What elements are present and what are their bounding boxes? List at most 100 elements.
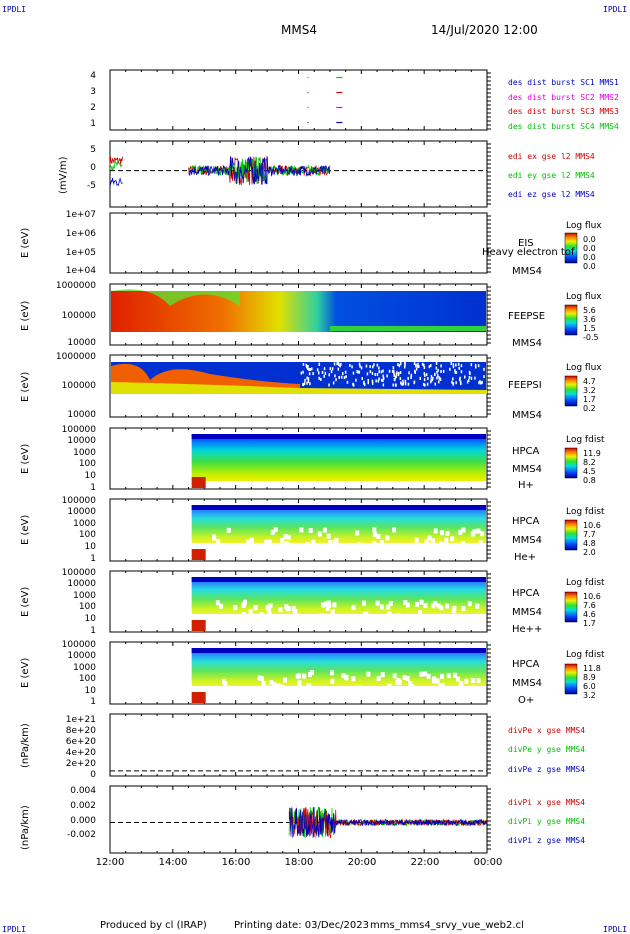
hpca-h-cb-v1: 8.2	[583, 458, 596, 467]
hpca_he-gap-68	[427, 543, 432, 549]
feepsi-gap-89	[382, 369, 384, 373]
hpca-hepp-colorbar-title: Log fdist	[566, 578, 605, 588]
hpca-hepp-ytick-1: 1	[90, 626, 96, 636]
hpca_hepp-gap-24	[387, 611, 392, 617]
feepsi-gap-82	[424, 383, 426, 387]
hpca_he-gap-42	[286, 534, 291, 540]
feepsi-gap-17	[452, 363, 455, 367]
hpca_hepp-gap-30	[386, 604, 391, 610]
feepsi-gap-218	[337, 367, 340, 371]
feepsi-gap-97	[415, 367, 418, 371]
feepsi-gap-149	[483, 367, 485, 371]
hpca_he-gap-66	[332, 539, 337, 545]
hpca_he-gap-49	[445, 530, 450, 536]
feepsi-gap-131	[435, 366, 438, 370]
hpca_h-spectrogram	[191, 434, 486, 481]
feepsi-gap-156	[397, 363, 399, 367]
hpca-hepp-ylabel: E (eV)	[20, 586, 31, 617]
feepsi-gap-168	[399, 371, 402, 374]
hpca_o-gap-34	[300, 688, 305, 694]
burst-ytick-2: 2	[90, 103, 96, 113]
hpca_he-gap-1	[450, 536, 455, 542]
hpca_o-gap-46	[276, 683, 281, 689]
hpca_hepp-gap-10	[375, 600, 380, 606]
hpca_o-gap-79	[453, 672, 458, 678]
hpca_he-gap-9	[325, 544, 330, 550]
feepsi-gap-196	[371, 379, 374, 383]
feepsi-gap-174	[318, 363, 321, 366]
hpca_hepp-gap-35	[403, 600, 408, 606]
hpca_he-gap-2	[280, 537, 285, 543]
feepsi-gap-51	[363, 383, 366, 387]
hpca_hepp-gap-27	[477, 616, 482, 621]
feepsi-gap-35	[311, 367, 313, 371]
hpca-h-cb-v2: 4.5	[583, 467, 596, 476]
feepsi-gap-160	[468, 379, 470, 382]
feepsi-gap-66	[369, 370, 372, 374]
feepsi-gap-31	[474, 363, 477, 367]
hpca_hepp-gap-52	[405, 602, 410, 608]
hpca_hepp-gap-75	[262, 614, 267, 620]
feepsi-gap-96	[306, 381, 308, 385]
hpca_he-gap-46	[291, 546, 296, 552]
feepse-label-instrument: FEEPSE	[508, 311, 546, 322]
hpca_o-gap-19	[471, 685, 476, 691]
feepsi-gap-36	[330, 370, 333, 374]
feepsi-gap-157	[388, 369, 391, 373]
hpca-h-ytick-1e5: 100000	[61, 425, 96, 435]
hpca_he-gap-63	[308, 528, 313, 533]
feepse-cb-v2: 1.5	[583, 324, 596, 333]
eis-colorbar-title: Log flux	[566, 221, 602, 231]
feepsi-gap-47	[375, 379, 377, 383]
hpca_hepp-gap-16	[420, 618, 425, 624]
hpca-h-colorbar-title: Log fdist	[566, 435, 605, 445]
feepsi-gap-55	[399, 362, 402, 366]
feepsi-gap-9	[470, 363, 473, 367]
burst-ytick-3: 3	[90, 87, 96, 97]
hpca_he-gap-57	[326, 533, 331, 539]
hpca-h-cb-v0: 11.9	[583, 449, 601, 458]
eis-ylabel: E (eV)	[20, 227, 31, 258]
hpca_he-gap-20	[372, 527, 377, 533]
hpca_he-gap-48	[434, 548, 439, 553]
hpca_o-gap-72	[366, 671, 371, 677]
hpca-o-label-species: O+	[518, 695, 535, 706]
feepsi-gap-114	[367, 379, 369, 382]
hpca_hepp-gap-46	[364, 611, 369, 617]
hpca_he-colorbar	[564, 519, 578, 551]
hpca_o-gap-73	[269, 679, 274, 685]
feepsi-gap-110	[436, 376, 438, 380]
logo-left-top: IPDLI	[2, 5, 27, 14]
feepsi-gap-166	[452, 377, 454, 381]
feepsi-gap-34	[407, 382, 410, 386]
hpca-o-ylabel: E (eV)	[20, 657, 31, 688]
hpca_hepp-gap-51	[462, 614, 467, 620]
hpca-he-label-sc: MMS4	[512, 535, 542, 546]
hpca_hepp-gap-44	[388, 601, 393, 606]
xtick-0000: 00:00	[473, 857, 503, 868]
hpca_he-gap-45	[380, 540, 385, 546]
hpca_he-gap-50	[270, 529, 275, 535]
hpca_o-colorbar	[564, 663, 578, 695]
feepsi-gap-116	[307, 364, 309, 368]
hpca_he-gap-13	[313, 546, 318, 552]
hpca-hepp-ytick-1e2: 100	[78, 602, 96, 612]
feepsi-gap-130	[332, 381, 335, 385]
divpe-ylabel: (nPa/km)	[20, 723, 31, 768]
feepsi-gap-173	[312, 372, 314, 376]
hpca_he-gap-6	[476, 528, 481, 534]
hpca_o-topband	[191, 648, 486, 653]
hpca_he-gap-53	[444, 537, 449, 543]
feepsi-gap-64	[438, 380, 440, 384]
hpca_hepp-gap-18	[452, 605, 457, 611]
hpca_he-gap-71	[280, 547, 285, 553]
feepsi-gap-215	[339, 364, 341, 368]
feepsi-ytick-1e5: 100000	[61, 381, 96, 391]
feepsi-gap-56	[404, 362, 406, 365]
hpca_hepp-gap-38	[332, 602, 337, 608]
hpca-h-ytick-1e2: 100	[78, 459, 96, 469]
feepse-lowband	[330, 326, 486, 331]
feepsi-gap-107	[365, 364, 368, 368]
hpca_he-gap-23	[372, 541, 377, 546]
